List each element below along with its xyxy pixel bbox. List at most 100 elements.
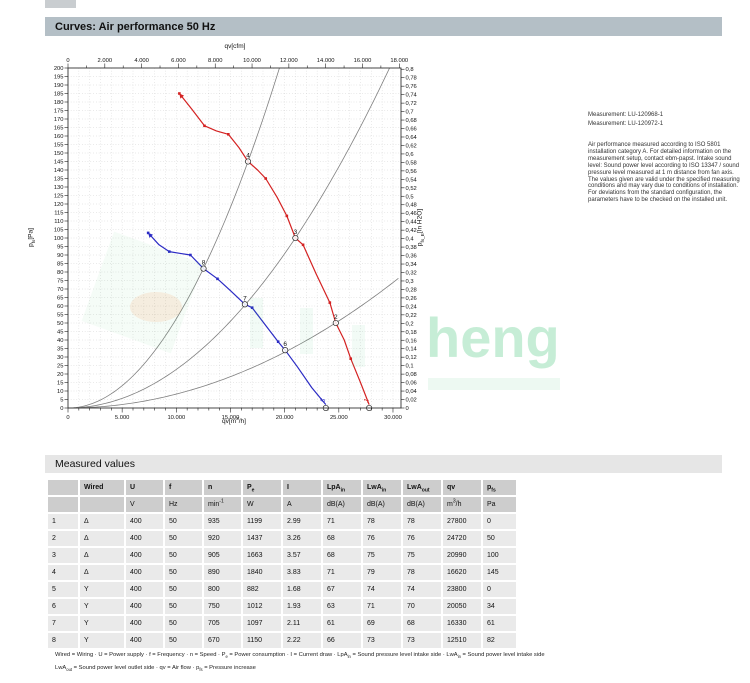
table-cell: 1012 [243, 599, 281, 614]
svg-text:0,44: 0,44 [406, 220, 418, 226]
table-cell: 61 [323, 616, 361, 631]
table-cell: 73 [403, 633, 441, 648]
svg-text:0,72: 0,72 [406, 101, 417, 107]
table-cell: 20050 [443, 599, 481, 614]
table-cell: 75 [403, 548, 441, 563]
table-cell: dB(A) [363, 497, 401, 512]
measured-values-title: Measured values [55, 458, 135, 470]
table-cell: 24720 [443, 531, 481, 546]
table-cell: Y [80, 582, 124, 597]
table-cell: 75 [363, 548, 401, 563]
svg-text:10: 10 [57, 389, 63, 395]
table-cell: 0 [483, 514, 516, 529]
svg-text:95: 95 [57, 245, 63, 251]
table-cell: 1199 [243, 514, 281, 529]
svg-text:0,6: 0,6 [406, 152, 414, 158]
svg-text:0,62: 0,62 [406, 143, 417, 149]
svg-text:85: 85 [57, 262, 63, 268]
svg-text:55: 55 [57, 313, 63, 319]
svg-text:5: 5 [60, 398, 63, 404]
table-cell [80, 497, 124, 512]
svg-text:0: 0 [60, 406, 63, 412]
svg-text:70: 70 [57, 287, 63, 293]
table-cell: V [126, 497, 163, 512]
table-cell: 750 [204, 599, 241, 614]
table-cell: 145 [483, 565, 516, 580]
table-cell: 400 [126, 582, 163, 597]
table-cell: 0 [483, 582, 516, 597]
table-cell: 27800 [443, 514, 481, 529]
svg-text:2.000: 2.000 [98, 58, 113, 64]
table-cell: 400 [126, 548, 163, 563]
table-cell: 3.57 [283, 548, 321, 563]
table-cell: 400 [126, 633, 163, 648]
footnote-line-1: Wired = Wiring · U = Power supply · f = … [55, 652, 545, 660]
performance-chart: 1 2 3 4 5 6 7 8 200 195 190 185 180 175 170 165 160 155 15… [0, 0, 460, 450]
svg-text:135: 135 [54, 177, 64, 183]
table-cell: 670 [204, 633, 241, 648]
svg-text:5.000: 5.000 [115, 415, 130, 421]
table-cell: 78 [403, 565, 441, 580]
table-cell: 50 [165, 514, 202, 529]
svg-text:0: 0 [406, 406, 409, 412]
svg-text:0,26: 0,26 [406, 296, 417, 302]
svg-text:180: 180 [54, 100, 64, 106]
table-cell: min-1 [204, 497, 241, 512]
svg-text:10.000: 10.000 [243, 58, 261, 64]
page-title: Curves: Air performance 50 Hz [55, 20, 216, 33]
footnote-line-2: LwAout = Sound power level outlet side ·… [55, 665, 256, 673]
table-cell: 76 [363, 531, 401, 546]
measured-values-bar: Measured values [45, 455, 722, 473]
svg-text:165: 165 [54, 126, 64, 132]
table-cell: 1150 [243, 633, 281, 648]
svg-text:4.000: 4.000 [134, 58, 149, 64]
svg-text:0,46: 0,46 [406, 211, 417, 217]
svg-text:0,28: 0,28 [406, 287, 417, 293]
svg-text:16.000: 16.000 [354, 58, 372, 64]
table-cell: dB(A) [323, 497, 361, 512]
table-cell: 76 [403, 531, 441, 546]
table-cell: Δ [80, 531, 124, 546]
svg-text:0,3: 0,3 [406, 279, 414, 285]
table-cell: 70 [403, 599, 441, 614]
table-cell: 50 [165, 616, 202, 631]
svg-text:60: 60 [57, 304, 63, 310]
svg-text:30.000: 30.000 [384, 415, 402, 421]
table-cell: W [243, 497, 281, 512]
table-cell: 1097 [243, 616, 281, 631]
table-cell: pfs [483, 480, 516, 495]
svg-text:65: 65 [57, 296, 63, 302]
svg-text:50: 50 [57, 321, 63, 327]
svg-text:175: 175 [54, 109, 64, 115]
table-cell: 935 [204, 514, 241, 529]
svg-text:145: 145 [54, 160, 64, 166]
notes-block: Measurement: LU-120968-1 Measurement: LU… [588, 112, 740, 204]
table-cell: 79 [363, 565, 401, 580]
table-cell: Wired [80, 480, 124, 495]
measurement-line-1: Measurement: LU-120968-1 [588, 112, 664, 118]
table-cell: 2 [48, 531, 78, 546]
table-cell: 50 [165, 565, 202, 580]
svg-text:115: 115 [54, 211, 63, 217]
svg-text:0: 0 [66, 58, 69, 64]
svg-text:1: 1 [363, 397, 371, 404]
table-cell: LpAin [323, 480, 361, 495]
table-cell: Δ [80, 565, 124, 580]
table-cell: 400 [126, 565, 163, 580]
svg-text:0,1: 0,1 [406, 364, 414, 370]
svg-text:6.000: 6.000 [171, 58, 186, 64]
table-cell: 1.68 [283, 582, 321, 597]
table-cell: 50 [165, 599, 202, 614]
right-axis-title: pfs_E[In H2O] [416, 208, 425, 247]
table-cell: 3.83 [283, 565, 321, 580]
svg-text:140: 140 [54, 168, 64, 174]
svg-text:20.000: 20.000 [276, 415, 294, 421]
svg-text:10.000: 10.000 [167, 415, 185, 421]
svg-text:90: 90 [57, 253, 63, 259]
svg-text:195: 195 [54, 75, 64, 81]
svg-text:14.000: 14.000 [317, 58, 335, 64]
table-cell: 12510 [443, 633, 481, 648]
table-cell: 890 [204, 565, 241, 580]
svg-text:8: 8 [202, 260, 206, 267]
svg-text:150: 150 [54, 151, 64, 157]
